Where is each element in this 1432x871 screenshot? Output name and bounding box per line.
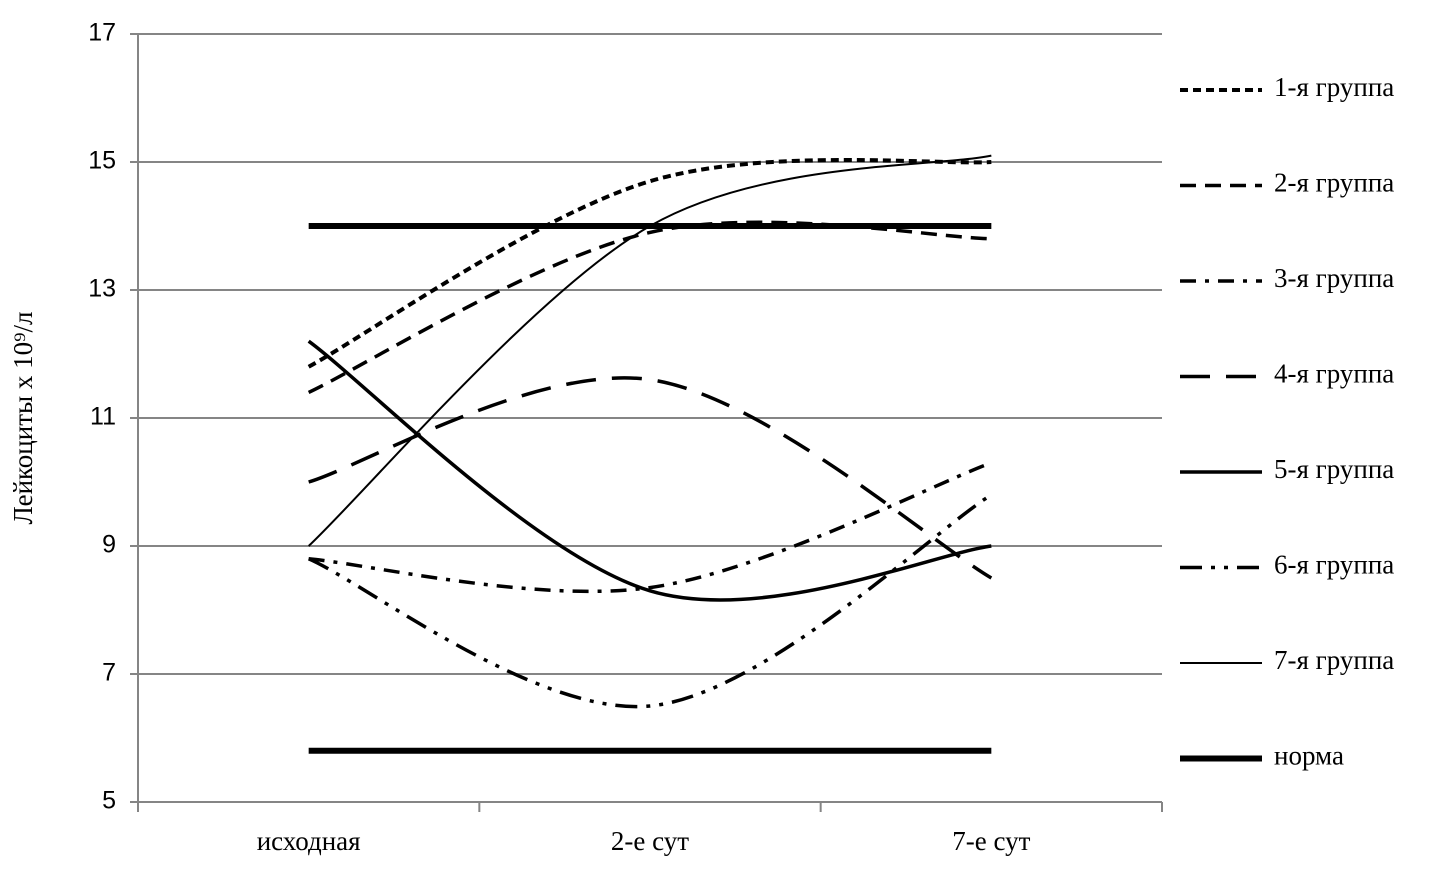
legend-label: 6-я группа: [1274, 550, 1394, 580]
legend-label: 2-я группа: [1274, 168, 1394, 198]
series-line: [308, 461, 992, 594]
x-tick-label: 2-е сут: [611, 826, 689, 856]
y-tick-label: 15: [88, 147, 116, 175]
legend-label: 1-я группа: [1274, 72, 1394, 102]
x-tick-label: исходная: [257, 826, 361, 856]
series-line: [307, 339, 992, 602]
legend-label: 4-я группа: [1274, 359, 1394, 389]
series-line: [307, 158, 992, 369]
series-line: [307, 493, 993, 709]
legend-label: 5-я группа: [1274, 454, 1394, 484]
y-tick-label: 5: [102, 787, 116, 815]
legend-label: норма: [1274, 741, 1344, 771]
y-tick-label: 11: [90, 403, 116, 431]
series-line: [307, 220, 992, 394]
y-tick-label: 17: [88, 19, 116, 47]
legend-label: 7-я группа: [1274, 645, 1394, 675]
legend-label: 3-я группа: [1274, 263, 1394, 293]
series-line: [308, 376, 993, 580]
series-line: [307, 154, 992, 547]
x-tick-label: 7-е сут: [952, 826, 1030, 856]
y-tick-label: 13: [88, 275, 116, 303]
y-tick-label: 7: [102, 659, 116, 687]
y-tick-label: 9: [102, 531, 116, 559]
y-axis-label: Лейкоциты х 10⁹/л: [8, 311, 38, 524]
